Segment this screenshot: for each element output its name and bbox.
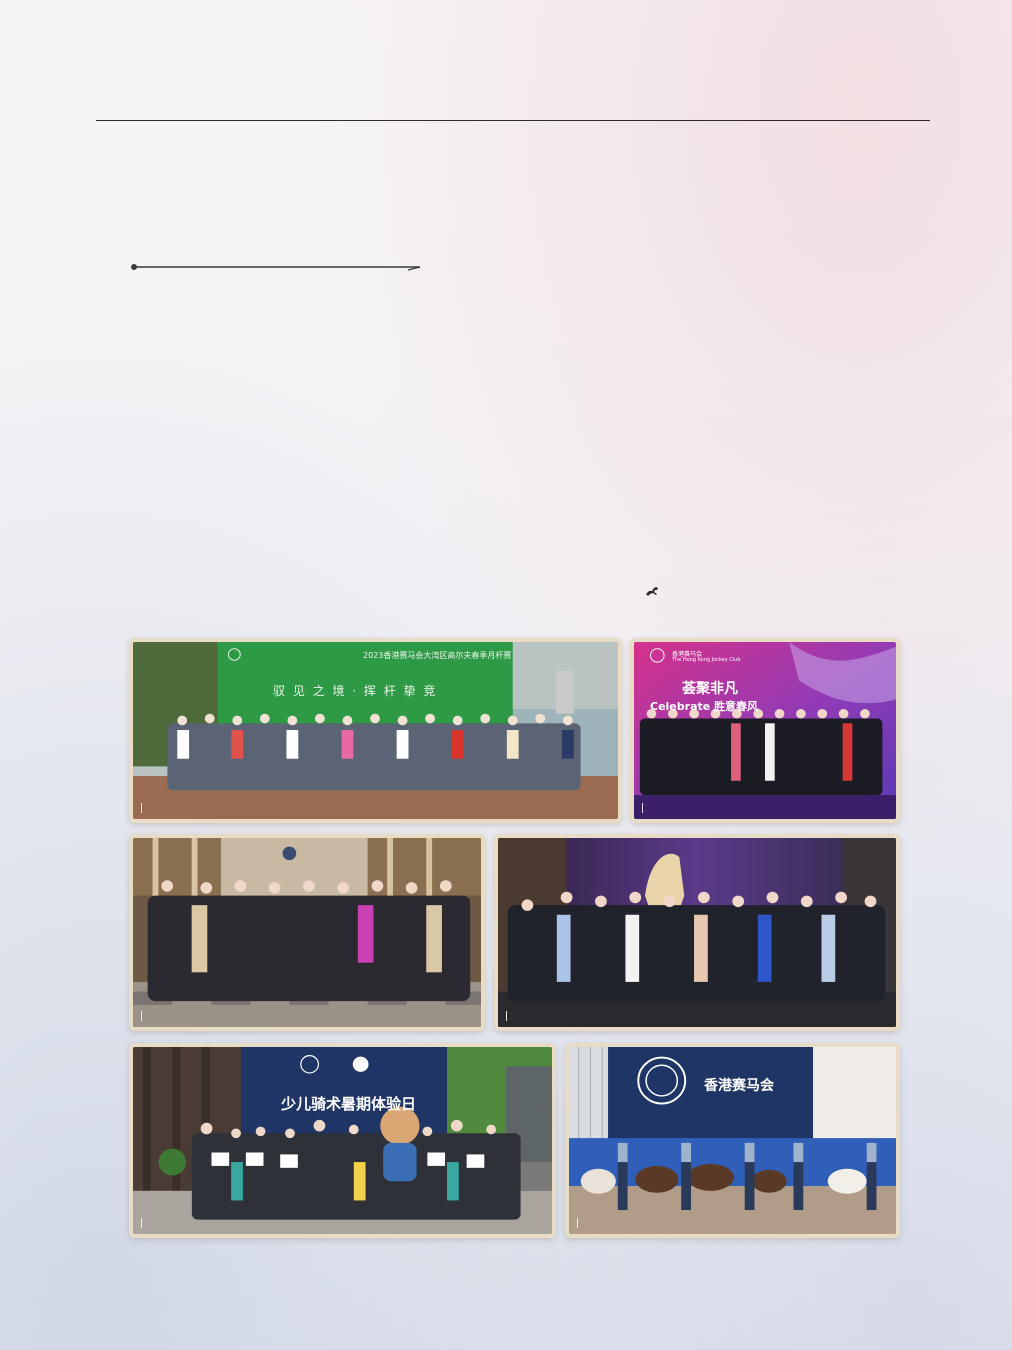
photo-marker [642, 803, 643, 813]
photo-golf-group: 2023香港赛马会大湾区高尔夫春季月杆赛 驭 见 之 境 · 挥 杆 挚 竞 [129, 638, 622, 823]
photo-marker [141, 1011, 142, 1021]
photo-equestrian-arena: 香港赛马会 [565, 1043, 900, 1238]
arena-banner-title: 香港赛马会 [704, 1078, 774, 1094]
golf-event-title: 2023香港赛马会大湾区高尔夫春季月杆赛 [363, 651, 512, 660]
arrow-divider [131, 264, 421, 271]
golf-slogan: 驭 见 之 境 · 挥 杆 挚 竞 [273, 684, 438, 698]
gala-subheading: Celebrate 胜意春风 [650, 700, 759, 713]
photo-gala-stage: 香港赛马会 The Hong Kong Jockey Club 荟聚非凡 Cel… [630, 638, 900, 823]
photo-marker [141, 803, 142, 813]
top-divider [96, 120, 930, 121]
photo-marker [577, 1218, 578, 1228]
kids-banner-title: 少儿骑术暑期体验日 [281, 1095, 417, 1113]
gala-heading: 荟聚非凡 [682, 681, 738, 697]
photo-marker [141, 1218, 142, 1228]
photo-kids-riding-day: 少儿骑术暑期体验日 [129, 1043, 556, 1238]
horse-icon [646, 587, 658, 596]
photo-marker [506, 1011, 507, 1021]
gala-org-en: The Hong Kong Jockey Club [672, 657, 741, 663]
gala-org-cn: 香港赛马会 [672, 651, 703, 658]
photo-lobby-group [129, 834, 485, 1031]
photo-horse-stage-group [494, 834, 900, 1031]
